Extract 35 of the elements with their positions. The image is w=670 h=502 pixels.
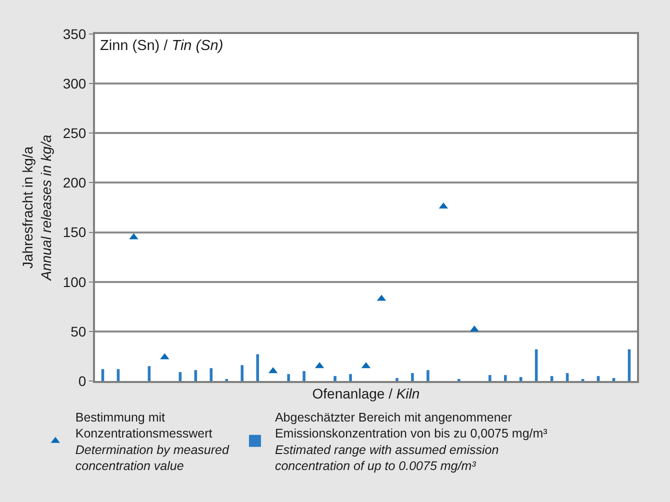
x-axis-title: Ofenanlage / Kiln xyxy=(312,386,420,402)
bar xyxy=(349,374,352,381)
y-axis-title: Jahresfracht in kg/a Annual releases in kg/a xyxy=(20,134,54,282)
y-tick-label: 200 xyxy=(62,174,86,191)
bar xyxy=(550,376,554,381)
bar xyxy=(178,372,182,381)
bar xyxy=(116,369,120,381)
y-tick-label: 0 xyxy=(78,372,86,389)
legend-label: Abgeschätzter Bereich mit angenommener Emissionskonzentration von bis zu 0,0075 mg/m³ Estimated range with assumed emission concentration of up to 0.0075 mg/m³ xyxy=(274,410,548,474)
bar xyxy=(426,370,430,381)
chart-title: Zinn (Sn) / Tin (Sn) xyxy=(100,38,224,54)
bar xyxy=(504,375,507,381)
y-tick-label: 100 xyxy=(62,274,86,290)
y-tick-label: 250 xyxy=(62,125,86,142)
bar xyxy=(396,378,398,381)
bar xyxy=(148,366,151,381)
y-tick-label: 150 xyxy=(62,224,86,240)
y-tick-label: 50 xyxy=(70,323,86,340)
bar xyxy=(101,369,104,381)
bar xyxy=(519,377,522,381)
bar xyxy=(287,374,290,381)
bar xyxy=(256,354,259,381)
bar xyxy=(194,370,198,381)
bar xyxy=(240,365,244,381)
legend-label: Bestimmung mit Konzentrationsmesswert Determination by measured concentration value xyxy=(75,410,230,474)
bar xyxy=(566,373,569,381)
bar xyxy=(411,373,414,381)
bar xyxy=(210,368,213,381)
bar xyxy=(302,371,306,381)
bar xyxy=(334,376,336,381)
y-tick-label: 350 xyxy=(62,26,86,42)
bar xyxy=(488,375,492,381)
bar xyxy=(596,376,600,381)
bar xyxy=(612,378,616,381)
y-tick-label: 300 xyxy=(62,75,86,92)
